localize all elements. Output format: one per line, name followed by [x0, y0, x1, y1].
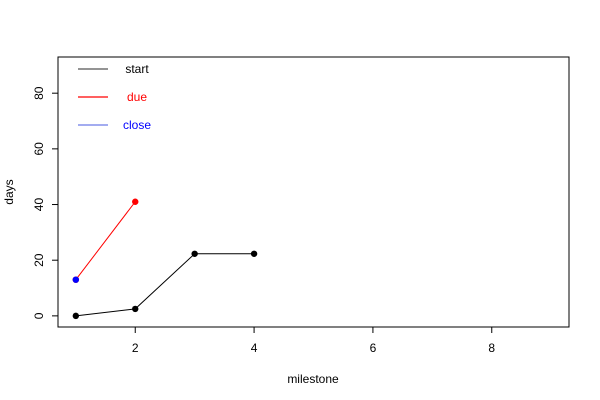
point-close: [72, 276, 80, 283]
legend-label-start: start: [125, 62, 149, 76]
series-layer: [72, 198, 258, 320]
y-axis-label: days: [2, 179, 16, 204]
point-start: [72, 312, 80, 320]
point-start: [250, 250, 258, 257]
y-axis: 0 20 40 60 80: [32, 86, 58, 319]
point-due: [132, 198, 139, 205]
y-tick-label: 80: [32, 86, 46, 100]
y-tick-label: 60: [32, 142, 46, 156]
x-axis: 2 4 6 8: [132, 327, 495, 355]
series-line-due: [75, 201, 136, 280]
series-line-start: [75, 253, 255, 317]
x-axis-label: milestone: [287, 372, 339, 386]
legend-label-due: due: [127, 90, 147, 104]
legend-label-close: close: [123, 118, 151, 132]
x-tick-label: 4: [251, 341, 258, 355]
x-tick-label: 2: [132, 341, 139, 355]
y-tick-label: 40: [32, 198, 46, 212]
point-start: [191, 250, 198, 257]
legend: start due close: [78, 62, 151, 132]
y-tick-label: 0: [32, 312, 46, 319]
x-tick-label: 6: [370, 341, 377, 355]
y-tick-label: 20: [32, 253, 46, 267]
plot-frame: [57, 56, 570, 328]
point-start: [132, 305, 139, 313]
x-tick-label: 8: [488, 341, 495, 355]
